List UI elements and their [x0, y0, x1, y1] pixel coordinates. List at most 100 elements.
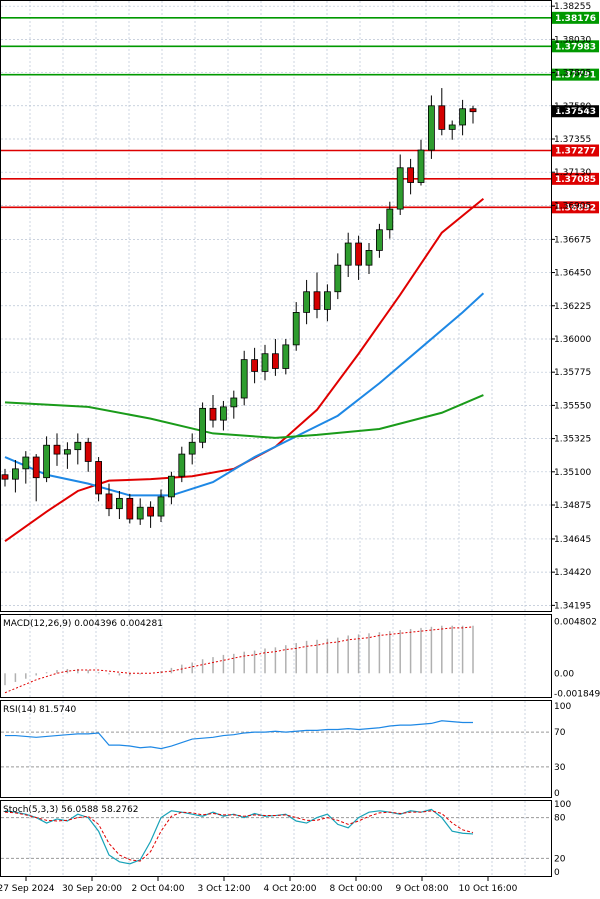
candle [188, 433, 196, 465]
candle-up [199, 407, 207, 443]
candle [334, 253, 342, 300]
candle-down [271, 353, 279, 369]
candle-down [407, 167, 415, 183]
candle [84, 437, 92, 472]
rsi-tick-label: 30 [554, 763, 566, 773]
candle [199, 402, 207, 449]
indicator-panes [1, 625, 551, 865]
candle-down [251, 359, 259, 372]
level-label: 1.37791 [555, 71, 596, 81]
candle [11, 459, 19, 493]
price-tick-label: 1.35100 [554, 468, 591, 478]
candle [64, 442, 71, 469]
stoch-tick-label: 0 [554, 868, 560, 878]
candle [261, 344, 269, 381]
candle [282, 338, 290, 375]
candle-up [448, 124, 456, 130]
time-tick-label: 3 Oct 12:00 [198, 884, 251, 894]
price-tick-label: 1.34195 [554, 601, 591, 611]
candle-down [147, 506, 155, 517]
candle [116, 490, 123, 520]
moving-average-line [4, 394, 484, 439]
candle-down [95, 461, 102, 495]
grid [1, 1, 551, 877]
candle [407, 158, 415, 195]
candle [459, 99, 467, 136]
price-tick-label: 1.37130 [554, 168, 591, 178]
rsi-label: RSI(14) 81.5740 [3, 705, 76, 715]
candle [43, 436, 50, 483]
pane-labels: MACD(12,26,9) 0.004396 0.004281 RSI(14) … [3, 619, 163, 815]
candle-up [334, 264, 342, 293]
level-tag-support [552, 172, 599, 185]
candle-down [126, 497, 134, 520]
current-price-label: 1.37543 [555, 107, 596, 117]
stoch-d-line [4, 810, 474, 862]
rsi-tick-label: 100 [554, 702, 571, 712]
candle [105, 483, 113, 517]
candle-up [303, 291, 311, 313]
candle-up [323, 291, 331, 310]
candle [438, 88, 446, 136]
price-tick-label: 1.37355 [554, 135, 591, 145]
price-tick-label: 1.36905 [554, 201, 591, 211]
price-tick-label: 1.36225 [554, 302, 591, 312]
level-label: 1.37983 [555, 42, 596, 52]
candle-down [313, 291, 321, 310]
price-tick-label: 1.38255 [554, 2, 591, 12]
candle-up [261, 353, 269, 372]
candle-up [188, 441, 196, 455]
moving-average-line [4, 292, 485, 497]
macd-tick-label: 0.004802 [554, 617, 597, 627]
time-tick-label: 8 Oct 00:00 [330, 884, 383, 894]
level-tag-support [552, 144, 599, 157]
time-tick-label: 4 Oct 20:00 [264, 884, 317, 894]
candle [375, 223, 383, 258]
candle [22, 451, 30, 484]
rsi-tick-label: 70 [554, 728, 566, 738]
stoch-label: Stoch(5,3,3) 56.0588 58.2762 [3, 805, 138, 815]
macd-signal-line [4, 626, 474, 694]
price-tick-label: 1.36675 [554, 235, 591, 245]
candle [167, 471, 175, 505]
candle [292, 302, 300, 351]
macd-label: MACD(12,26,9) 0.004396 0.004281 [3, 619, 163, 629]
candle [136, 498, 144, 525]
candle-up [22, 456, 30, 470]
stoch-tick-label: 100 [554, 800, 571, 810]
candle [157, 489, 165, 522]
price-tick-label: 1.38030 [554, 35, 591, 45]
price-tick-label: 1.35775 [554, 368, 591, 378]
candle-up [230, 397, 238, 408]
candle-up [43, 444, 50, 479]
candle-down [53, 444, 61, 455]
candle-up [219, 406, 227, 421]
candle-down [355, 242, 363, 266]
candle [396, 154, 404, 215]
moving-averages [4, 197, 485, 542]
current-price-tag [552, 105, 599, 118]
price-tick-label: 1.35550 [554, 401, 591, 411]
candle [32, 454, 40, 502]
candle-up [292, 312, 300, 346]
candle-up [427, 105, 435, 151]
level-tag-support [552, 201, 599, 214]
candle [313, 272, 321, 319]
price-tick-label: 1.34875 [554, 501, 591, 511]
candle [469, 105, 477, 124]
price-tick-label: 1.36450 [554, 269, 591, 279]
rsi-tick-label: 0 [554, 789, 560, 799]
level-label: 1.37085 [555, 175, 596, 185]
candle-down [438, 105, 446, 130]
level-label: 1.38176 [555, 14, 596, 24]
level-label: 1.36892 [555, 203, 596, 213]
candle-down [469, 108, 477, 113]
stoch-tick-label: 80 [554, 814, 566, 824]
level-tag-resistance [552, 68, 599, 81]
candles [1, 88, 477, 528]
candle [209, 395, 217, 428]
candle [417, 139, 425, 186]
candle [427, 95, 435, 159]
level-label: 1.37277 [555, 147, 596, 157]
